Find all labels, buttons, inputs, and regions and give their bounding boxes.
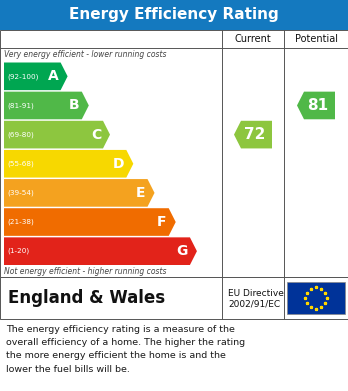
Text: (81-91): (81-91) <box>7 102 34 109</box>
Text: B: B <box>69 99 80 113</box>
Text: England & Wales: England & Wales <box>8 289 165 307</box>
Text: E: E <box>136 186 145 200</box>
Text: (92-100): (92-100) <box>7 73 38 80</box>
Text: A: A <box>48 69 58 83</box>
Polygon shape <box>4 179 155 207</box>
Bar <box>287 282 345 314</box>
Text: The energy efficiency rating is a measure of the
overall efficiency of a home. T: The energy efficiency rating is a measur… <box>6 325 245 373</box>
Text: 2002/91/EC: 2002/91/EC <box>228 300 280 308</box>
Polygon shape <box>4 63 68 90</box>
Text: Not energy efficient - higher running costs: Not energy efficient - higher running co… <box>4 267 166 276</box>
Text: 72: 72 <box>244 127 266 142</box>
Text: Potential: Potential <box>294 34 338 44</box>
Bar <box>0 0 348 30</box>
Bar <box>0 30 348 277</box>
Text: (69-80): (69-80) <box>7 131 34 138</box>
Text: (1-20): (1-20) <box>7 248 29 255</box>
Text: Energy Efficiency Rating: Energy Efficiency Rating <box>69 7 279 23</box>
Polygon shape <box>234 121 272 149</box>
Polygon shape <box>4 208 176 236</box>
Text: (39-54): (39-54) <box>7 190 34 196</box>
Bar <box>0 277 348 319</box>
Polygon shape <box>4 237 197 265</box>
Text: 81: 81 <box>307 98 329 113</box>
Text: C: C <box>91 127 101 142</box>
Polygon shape <box>4 91 89 119</box>
Polygon shape <box>4 121 110 149</box>
Text: Very energy efficient - lower running costs: Very energy efficient - lower running co… <box>4 50 166 59</box>
Text: (21-38): (21-38) <box>7 219 34 225</box>
Text: F: F <box>157 215 167 229</box>
Text: (55-68): (55-68) <box>7 160 34 167</box>
Polygon shape <box>297 91 335 119</box>
Text: G: G <box>176 244 188 258</box>
Text: Current: Current <box>235 34 271 44</box>
Text: D: D <box>113 157 124 171</box>
Text: EU Directive: EU Directive <box>228 289 284 298</box>
Polygon shape <box>4 150 133 178</box>
